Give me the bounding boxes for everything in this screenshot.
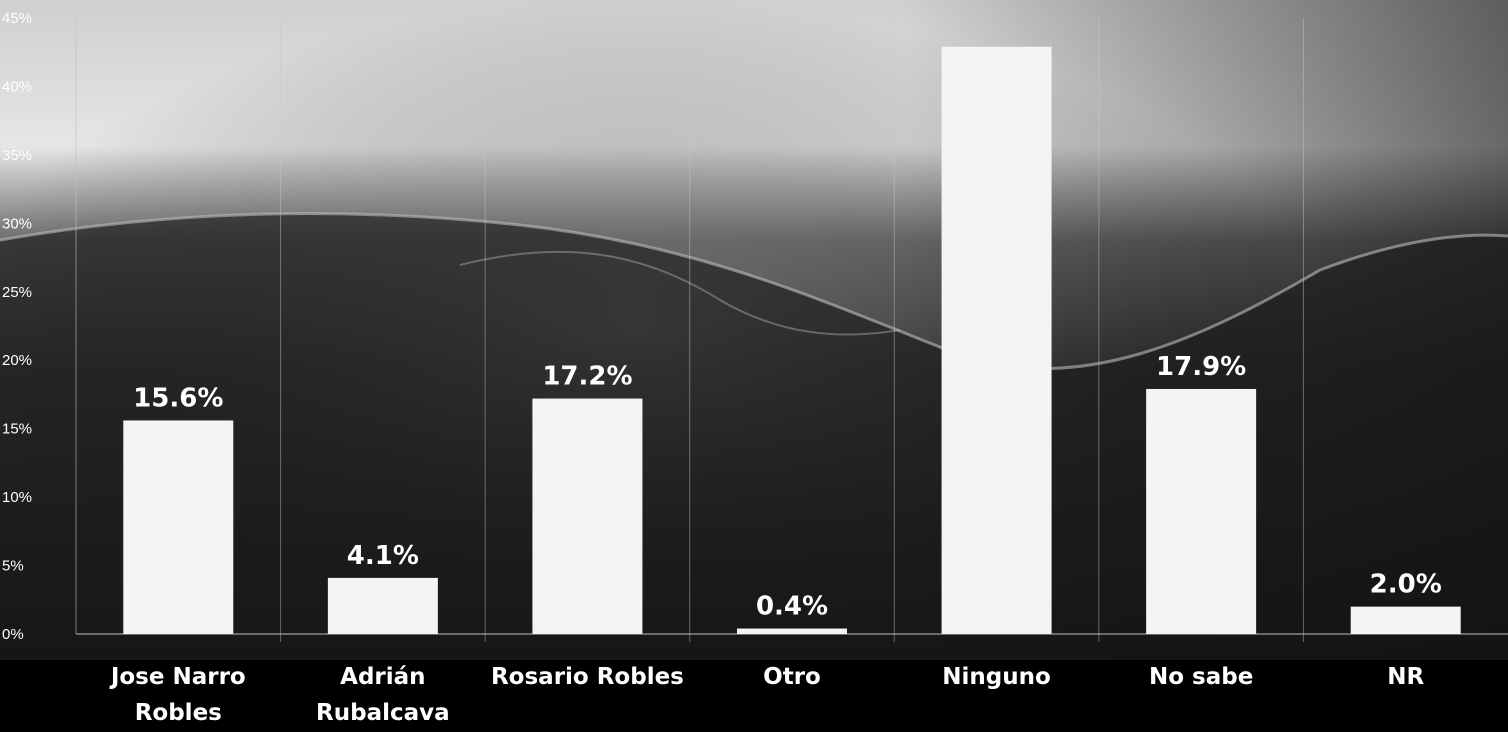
data-label: 4.1% [347,541,419,571]
data-label: 2.0% [1370,570,1442,600]
y-tick-label: 5% [2,558,24,575]
y-tick-label: 30% [2,215,32,232]
data-label: 0.4% [756,592,828,622]
y-tick-label: 35% [2,147,32,164]
x-tick-label: No sabe [1149,664,1253,690]
data-label: 17.9% [1156,352,1246,382]
bar [327,577,438,634]
y-tick-label: 20% [2,352,32,369]
y-tick-label: 45% [2,10,32,27]
x-tick-label: Otro [763,664,821,690]
data-label: 15.6% [133,383,223,413]
bar [532,398,643,634]
x-axis: Jose Narro Robles Adrián Rubalcava Rosario R… [109,664,1425,726]
x-tick-label: Adrián Rubalcava [316,664,450,726]
y-tick-label: 40% [2,78,32,95]
y-tick-label: 10% [2,489,32,506]
x-tick-label: NR [1387,664,1424,690]
y-tick-label: 25% [2,284,32,301]
bar [123,420,234,634]
category-separators [280,18,1304,642]
data-label: 17.2% [542,362,632,392]
bar [737,628,847,634]
value-labels: 15.6% 4.1% 17.2% 0.4% 17.9% 2.0% [133,352,1442,622]
bar [1146,388,1257,634]
bar [941,46,1052,635]
y-tick-label: 0% [2,626,24,643]
bar [1350,606,1461,634]
x-tick-label: Rosario Robles [491,664,684,690]
x-tick-label: Jose Narro Robles [109,664,246,726]
bars [123,46,1461,635]
y-tick-label: 15% [2,421,32,438]
x-tick-label: Ninguno [942,664,1051,690]
